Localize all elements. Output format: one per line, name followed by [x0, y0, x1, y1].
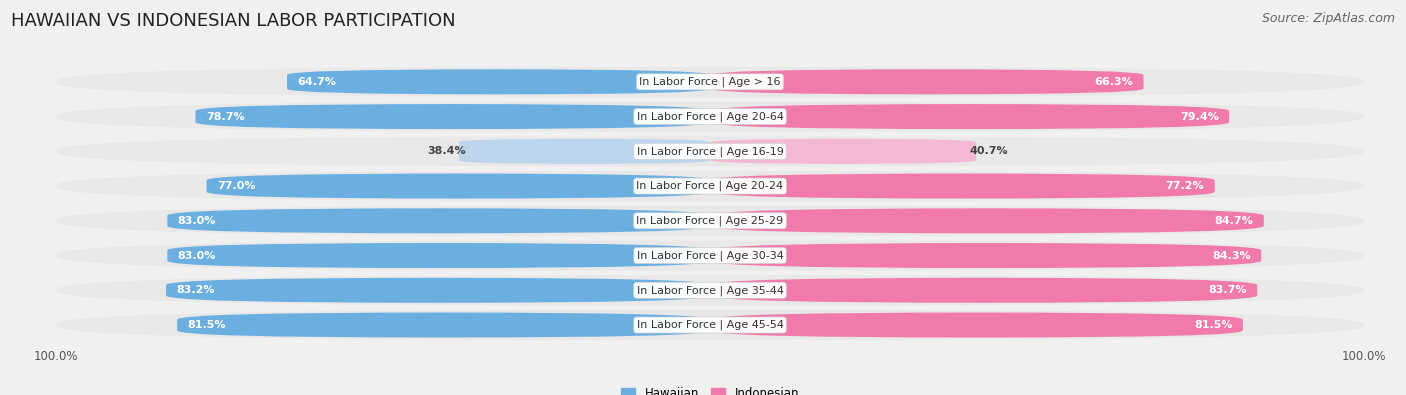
FancyBboxPatch shape — [166, 278, 710, 303]
Text: 40.7%: 40.7% — [970, 146, 1008, 156]
FancyBboxPatch shape — [710, 104, 1229, 129]
Text: In Labor Force | Age 45-54: In Labor Force | Age 45-54 — [637, 320, 783, 330]
Text: 79.4%: 79.4% — [1180, 111, 1219, 122]
FancyBboxPatch shape — [56, 136, 1364, 166]
Text: 81.5%: 81.5% — [187, 320, 226, 330]
FancyBboxPatch shape — [167, 243, 710, 268]
FancyBboxPatch shape — [56, 275, 1364, 305]
FancyBboxPatch shape — [195, 104, 710, 129]
FancyBboxPatch shape — [207, 173, 710, 199]
Text: In Labor Force | Age 35-44: In Labor Force | Age 35-44 — [637, 285, 783, 295]
FancyBboxPatch shape — [56, 102, 1364, 132]
Text: 84.3%: 84.3% — [1212, 250, 1251, 261]
FancyBboxPatch shape — [710, 70, 1143, 94]
Text: 38.4%: 38.4% — [427, 146, 465, 156]
Text: 83.0%: 83.0% — [177, 250, 217, 261]
FancyBboxPatch shape — [710, 312, 1243, 337]
FancyBboxPatch shape — [167, 208, 710, 233]
FancyBboxPatch shape — [710, 278, 1257, 303]
FancyBboxPatch shape — [287, 70, 710, 94]
Text: In Labor Force | Age 30-34: In Labor Force | Age 30-34 — [637, 250, 783, 261]
Text: 83.7%: 83.7% — [1208, 285, 1247, 295]
FancyBboxPatch shape — [177, 312, 710, 337]
Text: Source: ZipAtlas.com: Source: ZipAtlas.com — [1261, 12, 1395, 25]
Text: In Labor Force | Age 16-19: In Labor Force | Age 16-19 — [637, 146, 783, 156]
Text: In Labor Force | Age 20-24: In Labor Force | Age 20-24 — [637, 181, 783, 191]
Text: 66.3%: 66.3% — [1094, 77, 1133, 87]
FancyBboxPatch shape — [56, 171, 1364, 201]
FancyBboxPatch shape — [56, 67, 1364, 97]
FancyBboxPatch shape — [710, 139, 976, 164]
Legend: Hawaiian, Indonesian: Hawaiian, Indonesian — [616, 383, 804, 395]
FancyBboxPatch shape — [710, 173, 1215, 199]
FancyBboxPatch shape — [56, 206, 1364, 236]
Text: 83.0%: 83.0% — [177, 216, 217, 226]
Text: 78.7%: 78.7% — [205, 111, 245, 122]
Text: 83.2%: 83.2% — [177, 285, 215, 295]
Text: 81.5%: 81.5% — [1194, 320, 1233, 330]
Text: 77.2%: 77.2% — [1166, 181, 1205, 191]
Text: 84.7%: 84.7% — [1215, 216, 1253, 226]
FancyBboxPatch shape — [56, 310, 1364, 340]
Text: In Labor Force | Age 25-29: In Labor Force | Age 25-29 — [637, 216, 783, 226]
FancyBboxPatch shape — [710, 208, 1264, 233]
Text: 77.0%: 77.0% — [217, 181, 256, 191]
FancyBboxPatch shape — [56, 241, 1364, 271]
Text: 64.7%: 64.7% — [298, 77, 336, 87]
FancyBboxPatch shape — [710, 243, 1261, 268]
Text: In Labor Force | Age 20-64: In Labor Force | Age 20-64 — [637, 111, 783, 122]
FancyBboxPatch shape — [458, 139, 710, 164]
Text: HAWAIIAN VS INDONESIAN LABOR PARTICIPATION: HAWAIIAN VS INDONESIAN LABOR PARTICIPATI… — [11, 12, 456, 30]
Text: In Labor Force | Age > 16: In Labor Force | Age > 16 — [640, 77, 780, 87]
